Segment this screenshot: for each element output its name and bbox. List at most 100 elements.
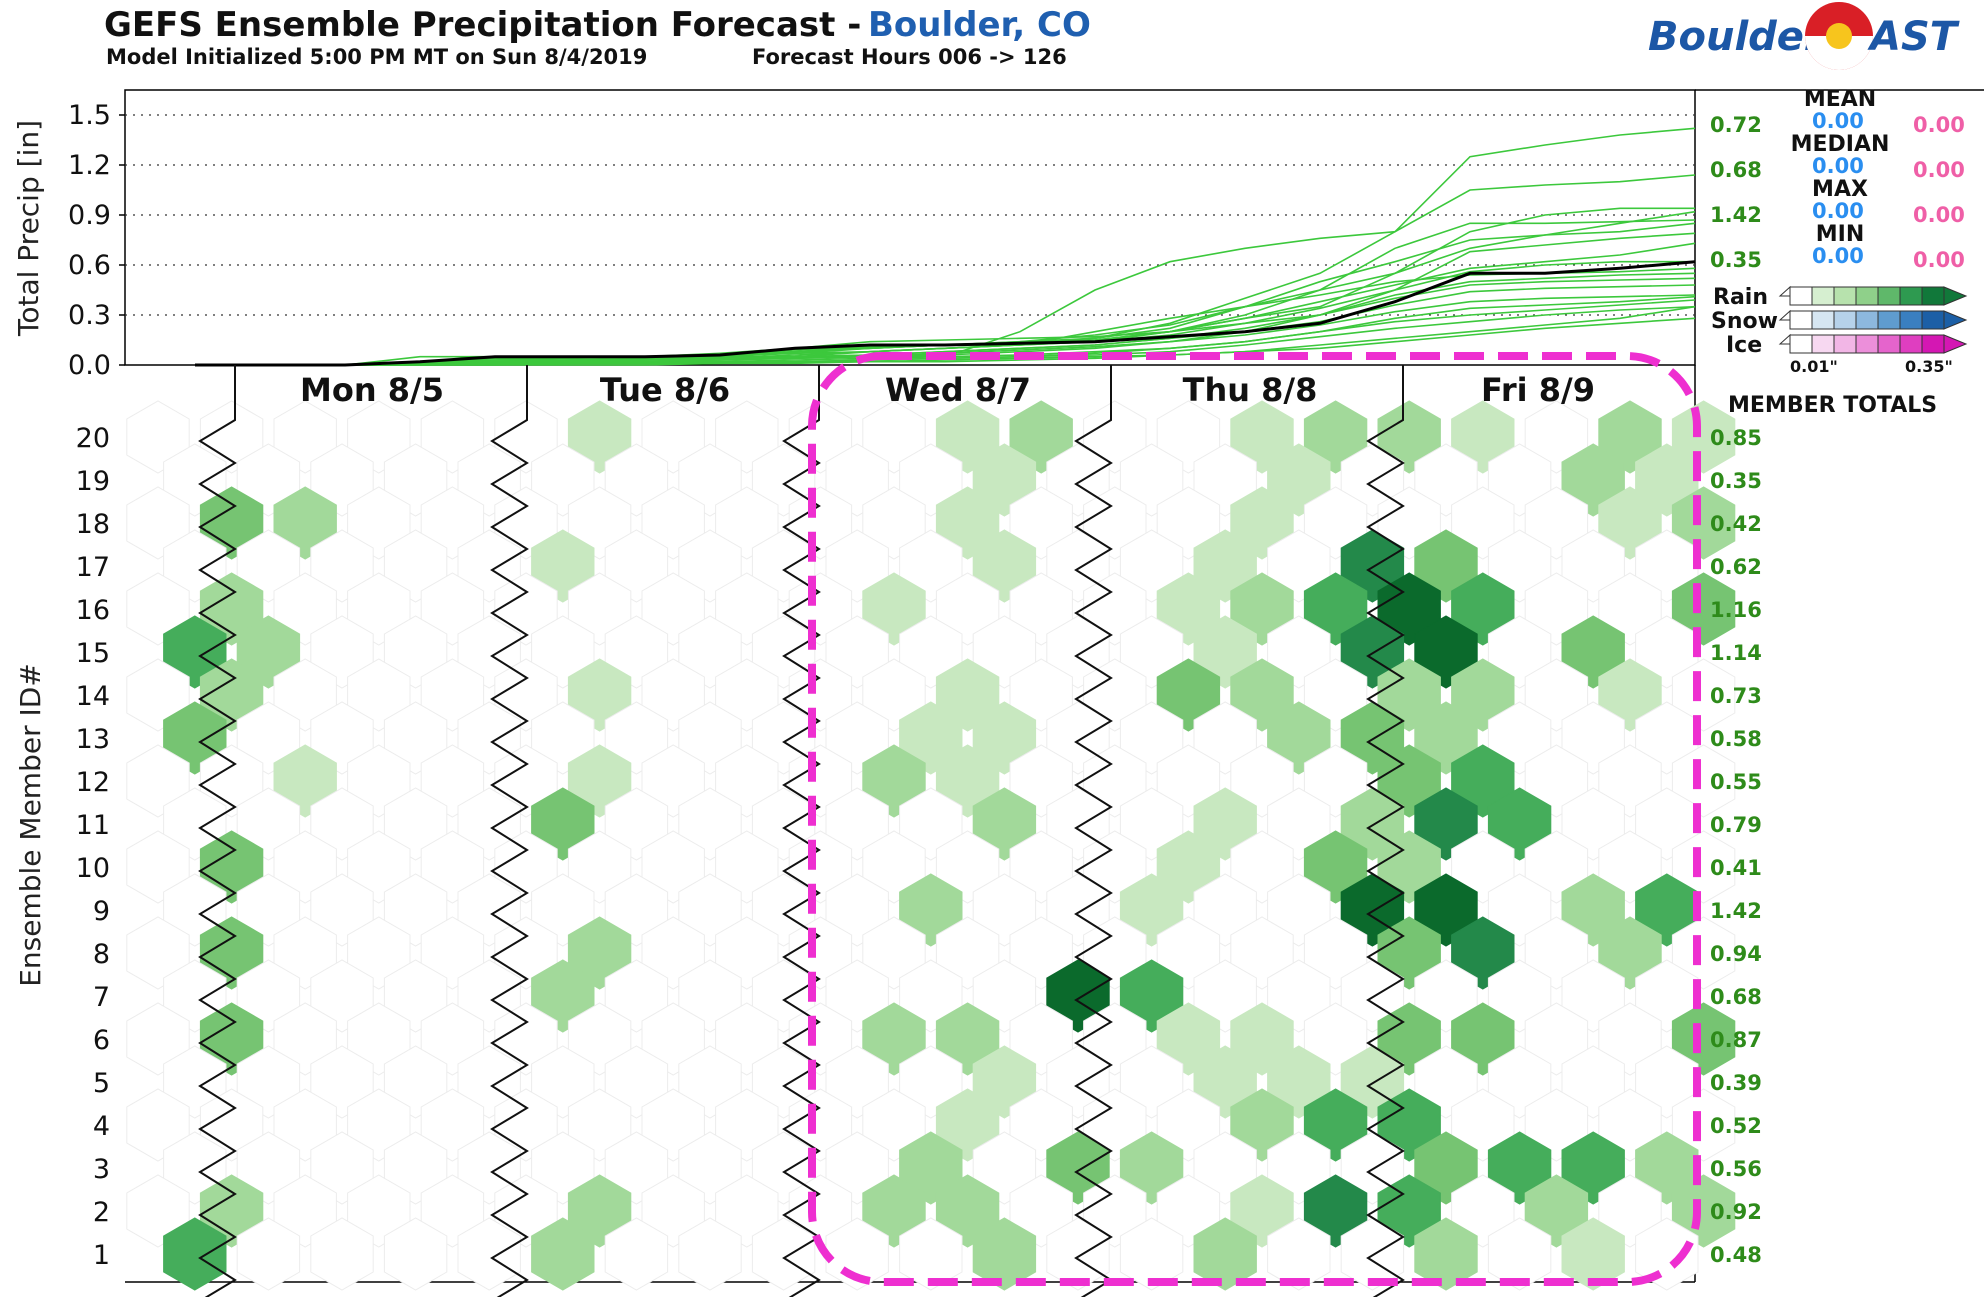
heatmap-cell	[273, 1174, 337, 1248]
y-tick-label: 0.3	[68, 300, 111, 331]
stat-snow: 0.00	[1812, 199, 1864, 223]
logo-text-right: AST	[1867, 14, 1960, 60]
heatmap-cell	[1193, 1131, 1257, 1205]
heatmap-cell	[567, 916, 632, 990]
member-row-label: 12	[76, 767, 110, 798]
heatmap-cell	[347, 1002, 411, 1076]
heatmap-cell	[236, 959, 301, 1033]
day-label: Mon 8/5	[300, 371, 444, 409]
heatmap-cell	[678, 873, 742, 947]
day-boundary-line	[198, 365, 237, 1297]
heatmap-cell	[1635, 1217, 1699, 1291]
member-total: 0.85	[1710, 426, 1762, 450]
heatmap-cell	[1119, 1131, 1184, 1205]
heatmap-cell	[1340, 873, 1405, 947]
heatmap-cell	[1451, 572, 1515, 646]
heatmap-cell	[1009, 572, 1073, 646]
heatmap-cell	[1451, 486, 1515, 560]
heatmap-cell	[457, 443, 521, 517]
heatmap-cell	[935, 486, 1000, 560]
heatmap-cell	[1377, 830, 1441, 904]
member-row-labels: 20 19 18 17 16 15 14 13 12 11 10 9 8 7 6 5 4 3 2 1	[76, 423, 110, 1271]
member-row-label: 18	[76, 509, 110, 540]
heatmap-cell	[531, 787, 595, 861]
heatmap-cell	[1340, 443, 1405, 517]
heatmap-cell	[715, 916, 779, 990]
heatmap-cell	[1671, 658, 1736, 732]
heatmap-cell	[273, 1088, 337, 1162]
heatmap-cell	[1156, 744, 1221, 818]
heatmap-cell	[1340, 959, 1405, 1033]
heatmap-cell	[1451, 830, 1515, 904]
heatmap-cell	[935, 830, 1000, 904]
heatmap-cell	[604, 1217, 669, 1291]
member-row-label: 19	[76, 466, 110, 497]
heatmap-cell	[1524, 744, 1589, 818]
heatmap-cell	[494, 744, 558, 818]
heatmap-cell	[1009, 1174, 1073, 1248]
heatmap-cell	[310, 529, 374, 603]
member-total: 0.55	[1710, 770, 1762, 794]
heatmap-cell	[1598, 486, 1662, 560]
heatmap-cell	[1230, 572, 1294, 646]
colorbar-cell	[1833, 310, 1857, 330]
heatmap-cell	[935, 1002, 1000, 1076]
heatmap-cell	[494, 658, 558, 732]
heatmap-cell	[678, 787, 742, 861]
heatmap-cell	[457, 701, 521, 775]
heatmap-cell	[899, 1131, 963, 1205]
heatmap-cell	[347, 916, 411, 990]
heatmap-cell	[1561, 615, 1625, 689]
heatmap-cell	[972, 529, 1037, 603]
heatmap-cell	[641, 658, 705, 732]
heatmap-cell	[604, 787, 669, 861]
heatmap-cell	[862, 658, 926, 732]
heatmap-cell	[1193, 787, 1257, 861]
heatmap-cell	[1267, 615, 1331, 689]
heatmap-cell	[1598, 744, 1662, 818]
member-total: 0.41	[1710, 856, 1762, 880]
y-axis-label-precip: Total Precip [in]	[12, 120, 45, 337]
heatmap-cell	[604, 959, 669, 1033]
heatmap-cell	[1671, 572, 1736, 646]
day-label: Fri 8/9	[1481, 371, 1595, 409]
heatmap-cell	[420, 486, 485, 560]
heatmap-cell	[383, 1045, 448, 1119]
heatmap-cell	[126, 1174, 190, 1248]
heatmap-cell	[935, 744, 1000, 818]
heatmap-cell	[494, 1174, 558, 1248]
member-total: 0.35	[1710, 469, 1762, 493]
forecast-hours: Forecast Hours 006 -> 126	[752, 45, 1067, 69]
heatmap-cell	[1340, 1045, 1405, 1119]
member-total: 0.87	[1710, 1028, 1762, 1052]
colorbar-left-arrow	[1778, 285, 1791, 297]
heatmap-cell	[383, 615, 448, 689]
heatmap-cell	[1377, 916, 1441, 990]
heatmap-cell	[1340, 1131, 1405, 1205]
heatmap-cell	[1156, 1088, 1221, 1162]
legend: Rain Snow Ice 0.01" 0.35"	[1711, 285, 1968, 376]
heatmap-cell	[1009, 658, 1073, 732]
heatmap-cell	[457, 787, 521, 861]
stat-snow: 0.00	[1812, 109, 1864, 133]
member-row-label: 10	[76, 853, 110, 884]
heatmap-cell	[199, 744, 264, 818]
heatmap-cell	[1193, 529, 1257, 603]
colorbar-right-arrow	[1943, 310, 1968, 330]
member-row-label: 2	[93, 1197, 110, 1228]
heatmap-cell	[1340, 1217, 1405, 1291]
heatmap-cell	[604, 1045, 669, 1119]
heatmap-cell	[862, 830, 926, 904]
heatmap-cell	[1561, 443, 1625, 517]
heatmap-cell	[1156, 486, 1221, 560]
heatmap-cell	[1267, 1131, 1331, 1205]
heatmap-cell	[862, 400, 926, 474]
heatmap-cell	[1671, 486, 1736, 560]
heatmap-cell	[935, 1088, 1000, 1162]
heatmap-cell	[1193, 873, 1257, 947]
heatmap-cell	[1119, 1217, 1184, 1291]
heatmap-cell	[972, 873, 1037, 947]
colorbar-left-arrow	[1778, 309, 1791, 321]
heatmap-cell	[641, 744, 705, 818]
stat-total: 0.72	[1710, 113, 1762, 137]
